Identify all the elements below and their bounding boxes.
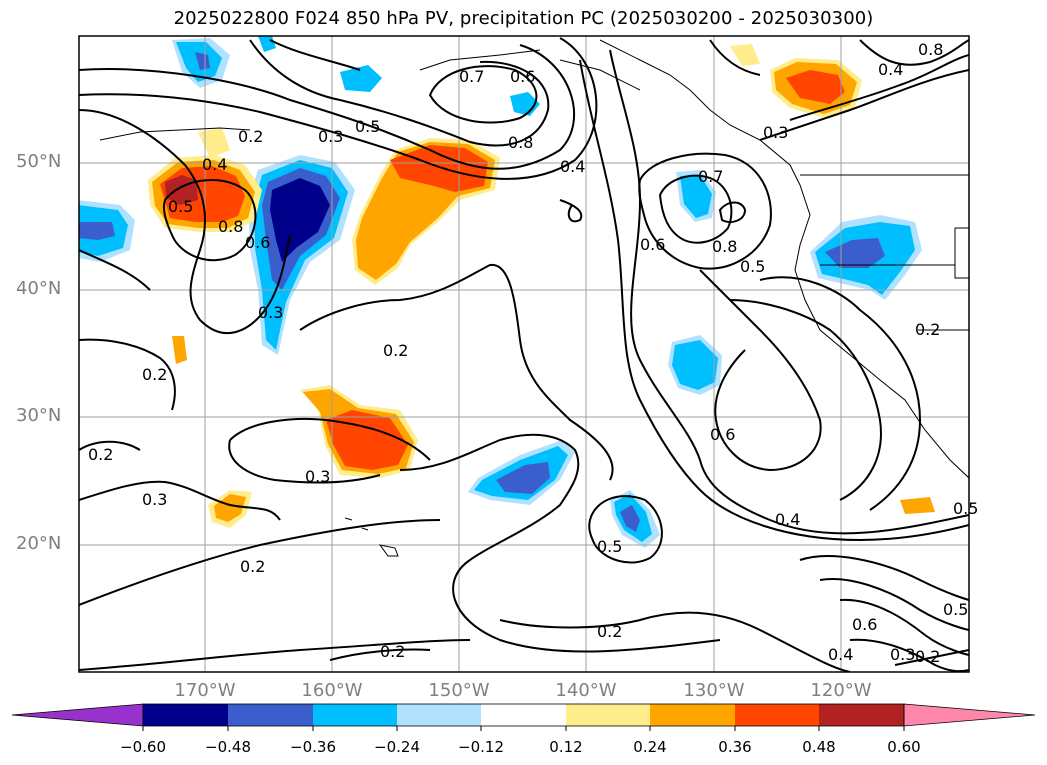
colorbar-tick-label: 0.24 — [633, 738, 667, 756]
coastlines — [99, 39, 969, 557]
colorbar-swatch — [228, 704, 313, 726]
contour-label: 0.3 — [142, 490, 167, 509]
blob-nw-coast — [79, 200, 135, 262]
contour-label: 0.2 — [238, 127, 263, 146]
precipitation-shading — [79, 36, 935, 548]
contour-label: 0.7 — [698, 167, 723, 186]
contour-label: 0.7 — [459, 67, 484, 86]
colorbar-swatch — [143, 704, 228, 726]
lat-label: 30°N — [16, 405, 62, 426]
map-title: 2025022800 F024 850 hPa PV, precipitatio… — [173, 8, 874, 29]
colorbar-tick-label: −0.36 — [290, 738, 336, 756]
blob-mid-pacific — [468, 440, 575, 505]
lon-label: 160°W — [301, 680, 363, 701]
blob-california — [810, 215, 922, 300]
colorbar-tick-label: 0.12 — [549, 738, 583, 756]
contour-label: 0.6 — [852, 615, 877, 634]
contour-label: 0.8 — [918, 40, 943, 59]
contour-labels: 0.7 0.6 0.5 0.2 0.3 0.4 0.8 0.5 0.8 0.6 … — [88, 40, 978, 666]
contour-label: 0.2 — [597, 622, 622, 641]
lon-label: 130°W — [683, 680, 745, 701]
contour-label: 0.2 — [915, 647, 940, 666]
pv-contours — [79, 37, 969, 672]
graticule — [79, 36, 969, 672]
lon-label: 140°W — [555, 680, 617, 701]
blob-center-low — [248, 155, 355, 355]
colorbar-swatch — [735, 704, 819, 726]
contour-label: 0.2 — [380, 642, 405, 661]
blob-west-high — [148, 128, 262, 232]
lat-label: 40°N — [16, 278, 62, 299]
blob-north-central — [352, 138, 500, 285]
contour-label: 0.6 — [510, 67, 535, 86]
contour-label: 0.6 — [710, 425, 735, 444]
contour-label: 0.8 — [218, 217, 243, 236]
contour-label: 0.2 — [383, 341, 408, 360]
lat-label: 50°N — [16, 151, 62, 172]
blob-small-warm — [172, 44, 935, 528]
contour-label: 0.8 — [508, 133, 533, 152]
contour-label: 0.4 — [560, 157, 585, 176]
contour-label: 0.2 — [915, 320, 940, 339]
contour-label: 0.3 — [258, 303, 283, 322]
lon-label: 170°W — [174, 680, 236, 701]
colorbar-swatch — [313, 704, 397, 726]
colorbar-extend-low — [11, 703, 144, 727]
colorbar-extend-high — [903, 703, 1036, 727]
contour-label: 0.3 — [318, 127, 343, 146]
contour-label: 0.5 — [943, 600, 968, 619]
colorbar-tick-label: −0.60 — [120, 738, 166, 756]
contour-label: 0.4 — [828, 645, 853, 664]
contour-label: 0.3 — [890, 645, 915, 664]
blob-gulf-alaska — [258, 36, 540, 116]
colorbar-tick-label: −0.12 — [458, 738, 504, 756]
blob-bc-coast — [770, 58, 862, 118]
lon-label: 150°W — [428, 680, 490, 701]
contour-label: 0.5 — [740, 257, 765, 276]
contour-label: 0.5 — [168, 197, 193, 216]
colorbar-tick-label: 0.48 — [802, 738, 836, 756]
contour-label: 0.5 — [953, 499, 978, 518]
colorbar-swatch — [481, 704, 566, 726]
contour-label: 0.4 — [878, 60, 903, 79]
contour-label: 0.5 — [597, 537, 622, 556]
contour-label: 0.2 — [88, 445, 113, 464]
contour-label: 0.2 — [240, 557, 265, 576]
contour-label: 0.6 — [640, 235, 665, 254]
contour-label: 0.2 — [142, 365, 167, 384]
colorbar-swatch — [819, 704, 904, 726]
colorbar-tick-label: 0.36 — [718, 738, 752, 756]
colorbar-swatch — [397, 704, 481, 726]
contour-label: 0.4 — [202, 155, 227, 174]
colorbar-swatch — [650, 704, 735, 726]
colorbar — [11, 703, 1036, 731]
colorbar-swatch — [566, 704, 650, 726]
contour-label: 0.3 — [763, 123, 788, 142]
plot-frame — [78, 35, 970, 673]
blob-hawaii-north — [300, 385, 418, 478]
blob-east-mid — [668, 170, 722, 395]
lat-label: 20°N — [16, 533, 62, 554]
colorbar-tick-label: −0.48 — [205, 738, 251, 756]
colorbar-tick-label: −0.24 — [374, 738, 420, 756]
contour-label: 0.3 — [305, 467, 330, 486]
contour-label: 0.5 — [355, 117, 380, 136]
blob-small-south — [610, 490, 660, 548]
colorbar-tick-label: 0.60 — [887, 738, 921, 756]
lon-label: 120°W — [810, 680, 872, 701]
contour-label: 0.6 — [245, 233, 270, 252]
contour-label: 0.8 — [712, 237, 737, 256]
contour-label: 0.4 — [775, 510, 800, 529]
